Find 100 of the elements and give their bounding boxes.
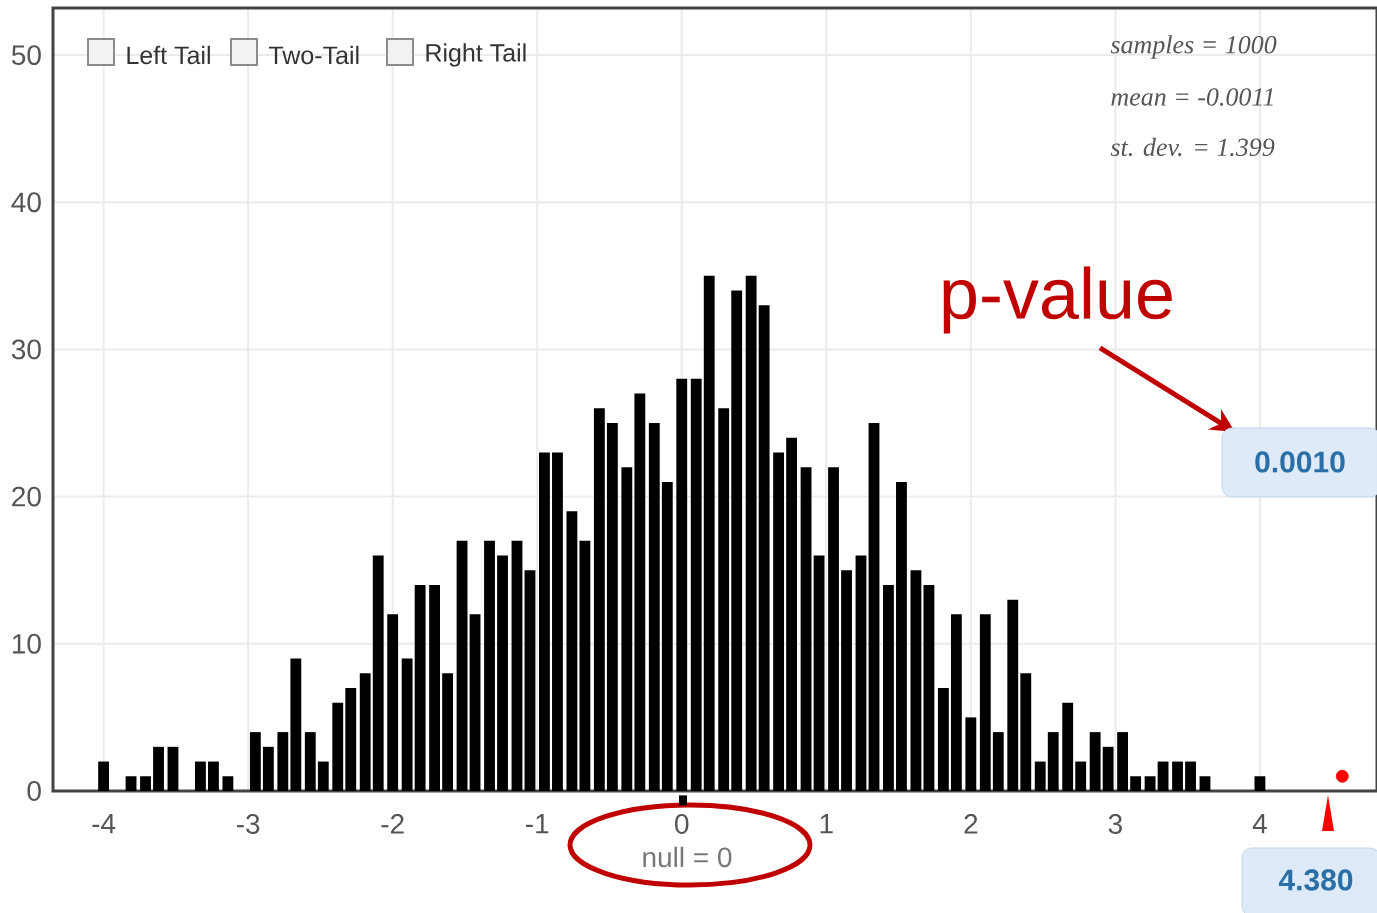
annotation: Left Tail <box>127 45 210 65</box>
y-tick-label: 30 <box>11 339 41 360</box>
bar <box>1102 746 1114 791</box>
bar <box>828 467 839 791</box>
bar <box>1172 761 1183 791</box>
bar <box>469 614 481 791</box>
x-tick-label: -4 <box>92 814 116 834</box>
bar <box>332 702 344 791</box>
annotation: Right Tail <box>426 43 526 67</box>
annotation: 0.0010 <box>1255 451 1345 473</box>
bar <box>153 746 164 791</box>
y-tick-label: 50 <box>11 45 41 65</box>
bar <box>1047 732 1059 791</box>
annotation: mean = -0.0011 <box>1111 88 1273 106</box>
bar <box>317 761 329 791</box>
y-tick-label: 20 <box>12 486 41 507</box>
bar <box>883 584 894 791</box>
bar <box>593 408 605 791</box>
bar <box>855 555 867 791</box>
bar <box>566 511 578 791</box>
bar <box>552 452 563 791</box>
bar <box>222 776 234 791</box>
bar <box>401 658 413 791</box>
bar <box>442 673 454 791</box>
bar <box>140 776 151 791</box>
x-tick-label: 3 <box>1108 814 1122 834</box>
bar <box>690 378 702 791</box>
annotation: Two-Tail <box>268 45 359 65</box>
x-tick-label: 4 <box>1252 814 1267 834</box>
y-tick-label: 0 <box>27 781 41 801</box>
bar <box>1089 732 1101 791</box>
bar <box>979 614 991 791</box>
bar <box>208 761 219 791</box>
bar <box>965 717 977 791</box>
bar <box>429 584 441 791</box>
bar <box>676 378 688 791</box>
bar <box>950 614 962 791</box>
bar <box>579 540 591 791</box>
bar <box>773 452 785 791</box>
bar <box>511 540 523 791</box>
bar <box>98 761 110 791</box>
bar <box>387 614 399 791</box>
bar <box>937 687 949 791</box>
bar <box>359 673 371 791</box>
x-tick-label: -1 <box>526 814 549 834</box>
bar <box>661 481 673 791</box>
bar <box>1075 761 1087 791</box>
bar <box>634 393 646 791</box>
bar <box>841 570 852 791</box>
bar <box>414 584 426 791</box>
annotation: st. dev. = 1.399 <box>1110 137 1275 157</box>
bar <box>992 732 1004 791</box>
bar <box>372 555 384 791</box>
bar <box>345 687 357 791</box>
bar <box>786 437 798 791</box>
bar <box>745 275 757 791</box>
bar <box>1062 702 1074 791</box>
bar <box>249 732 261 791</box>
bar <box>262 746 274 791</box>
bar <box>606 423 618 791</box>
x-tick-label: 2 <box>964 814 978 834</box>
bar <box>923 584 935 791</box>
text: null = 0 <box>643 846 732 868</box>
bar <box>703 275 715 791</box>
bar <box>484 540 495 791</box>
bar <box>868 423 880 791</box>
annotation: p-value <box>943 266 1172 334</box>
bar <box>1157 761 1169 791</box>
bar <box>648 423 660 791</box>
bar <box>167 746 179 791</box>
bar <box>125 776 137 791</box>
bar <box>1034 761 1046 791</box>
bar <box>304 732 316 791</box>
bar <box>1144 776 1156 791</box>
bar <box>456 540 468 791</box>
y-tick-label: 10 <box>12 633 41 654</box>
bar <box>731 290 743 791</box>
x-tick-label: 0 <box>675 814 689 834</box>
bar <box>758 305 770 791</box>
bar <box>910 570 922 791</box>
x-tick-label: -3 <box>236 814 260 834</box>
bar <box>195 761 206 791</box>
bar <box>524 570 536 791</box>
x-tick-label: -2 <box>381 814 404 834</box>
bar <box>497 555 508 791</box>
x-tick-label: 1 <box>820 814 833 834</box>
bar <box>1185 761 1196 791</box>
bar <box>1117 732 1129 791</box>
bar <box>896 481 907 791</box>
y-tick-label: 40 <box>11 192 41 213</box>
bar <box>813 555 825 791</box>
bar <box>277 732 289 791</box>
bar <box>800 467 812 791</box>
bar <box>621 467 633 791</box>
bar <box>290 658 302 791</box>
annotation: samples = 1000 <box>1110 35 1277 59</box>
text: 4.380 <box>1278 869 1353 891</box>
bar <box>1199 776 1211 791</box>
bar <box>1254 776 1266 791</box>
bar <box>539 452 550 791</box>
